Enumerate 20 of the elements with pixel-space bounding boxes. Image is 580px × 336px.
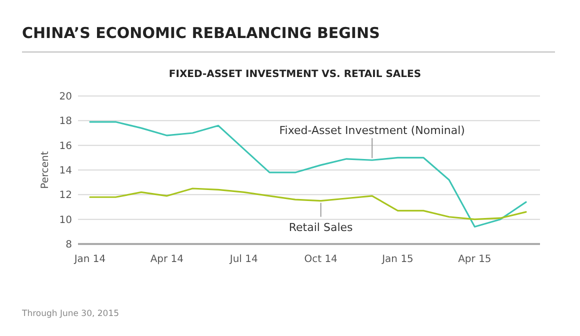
series-label: Retail Sales bbox=[288, 220, 354, 234]
chart-title: CHINA’S ECONOMIC REBALANCING BEGINS bbox=[22, 24, 380, 42]
y-tick-label: 16 bbox=[59, 140, 72, 152]
x-tick-label: Apr 14 bbox=[150, 254, 184, 265]
y-tick-label: 20 bbox=[59, 92, 72, 102]
line-series bbox=[89, 188, 527, 220]
text: Through June 30, 2015 bbox=[21, 309, 120, 319]
x-tick-label: Jul 14 bbox=[228, 254, 258, 265]
x-tick-label: Apr 15 bbox=[458, 254, 492, 265]
x-tick-label: Jan 15 bbox=[381, 254, 414, 265]
y-axis-title: Percent bbox=[40, 151, 51, 189]
x-tick-label: Oct 14 bbox=[304, 254, 338, 265]
y-tick-label: 12 bbox=[59, 190, 72, 202]
y-tick-label: 8 bbox=[66, 240, 72, 250]
text: Fixed-Asset Investment (Nominal) bbox=[279, 124, 465, 138]
y-tick-label: 18 bbox=[59, 116, 72, 128]
x-tick-label: Jan 14 bbox=[73, 254, 106, 265]
chart-subtitle: FIXED-ASSET INVESTMENT VS. RETAIL SALES bbox=[168, 69, 422, 80]
y-tick-label: 14 bbox=[59, 166, 72, 176]
y-tick-label: 10 bbox=[59, 214, 72, 226]
